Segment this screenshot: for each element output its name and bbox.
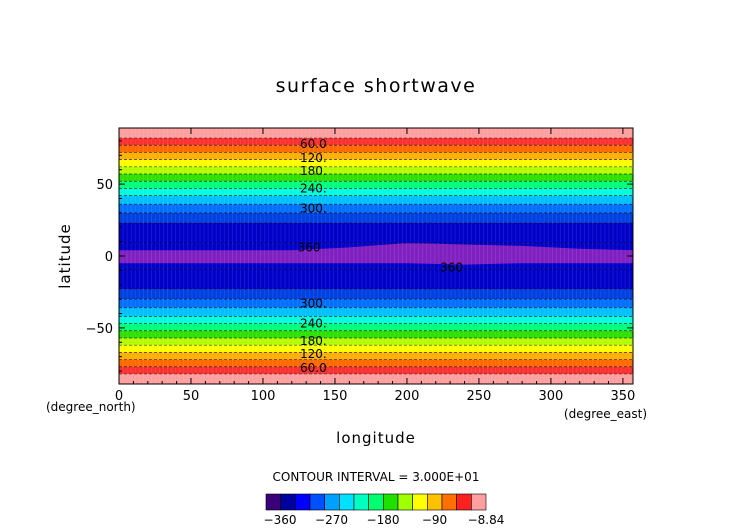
x-tick-label: 350 — [611, 389, 636, 404]
equatorial-maximum — [119, 243, 633, 265]
band-18 — [119, 316, 633, 324]
band-5 — [119, 166, 633, 175]
y-axis-label: latitude — [56, 223, 74, 289]
y-tick-label: −50 — [86, 322, 113, 337]
band-10 — [119, 204, 633, 213]
y-units-label: (degree_north) — [46, 400, 136, 414]
colorbar-swatch-11 — [427, 493, 443, 511]
band-14 — [119, 268, 633, 290]
x-tick-label: 100 — [251, 389, 276, 404]
band-7 — [119, 181, 633, 189]
colorbar-tick-labels: −360 −270 −180 −90 −8.84 — [264, 513, 505, 527]
band-21 — [119, 337, 633, 346]
colorbar-swatch-2 — [295, 493, 311, 511]
band-25 — [119, 366, 633, 374]
plot-area — [119, 128, 633, 384]
colorbar-swatch-12 — [441, 493, 457, 511]
x-tick-label: 150 — [323, 389, 348, 404]
colorbar-swatch-6 — [353, 493, 369, 511]
contour-label-7: 300. — [300, 296, 327, 310]
band-3 — [119, 152, 633, 160]
colorbar-swatch-14 — [471, 493, 487, 511]
x-tick-label: 50 — [183, 389, 200, 404]
contour-label-1: 120. — [300, 151, 327, 165]
contour-label-0: 60.0 — [300, 137, 327, 151]
x-tick-label: 200 — [395, 389, 420, 404]
x-tick-label: 300 — [539, 389, 564, 404]
chart-title: surface shortwave — [276, 75, 477, 97]
band-8 — [119, 188, 633, 196]
contour-label-5: 360 — [298, 240, 321, 254]
colorbar-swatch-3 — [309, 493, 325, 511]
x-units-label: (degree_east) — [564, 407, 647, 421]
colorbar-tick-label-0: −360 — [264, 513, 297, 527]
band-2 — [119, 145, 633, 153]
band-16 — [119, 299, 633, 308]
band-12 — [119, 222, 633, 244]
band-17 — [119, 307, 633, 317]
band-15 — [119, 289, 633, 300]
contour-label-3: 240. — [300, 181, 327, 195]
band-1 — [119, 138, 633, 146]
colorbar-swatch-5 — [339, 493, 355, 511]
colorbar-swatch-9 — [397, 493, 413, 511]
x-tick-label: 250 — [467, 389, 492, 404]
axis-ticks: 0 50 100 150 200 250 300 350 −50 0 50 — [86, 128, 636, 404]
y-tick-label: 0 — [105, 250, 113, 265]
contour-label-8: 240. — [300, 317, 327, 331]
band-20 — [119, 330, 633, 338]
colorbar-swatch-7 — [368, 493, 384, 511]
band-6 — [119, 174, 633, 182]
band-23 — [119, 352, 633, 360]
colorbar-tick-label-1: −270 — [315, 513, 348, 527]
band-11 — [119, 212, 633, 223]
colorbar-swatch-10 — [412, 493, 428, 511]
band-0 — [119, 128, 633, 139]
y-tick-label: 50 — [96, 178, 113, 193]
band-24 — [119, 359, 633, 367]
band-22 — [119, 345, 633, 353]
colorbar-tick-label-2: −180 — [367, 513, 400, 527]
colorbar-swatch-1 — [280, 493, 296, 511]
contour-label-6: 360 — [440, 261, 463, 275]
contour-label-10: 120. — [300, 347, 327, 361]
band-9 — [119, 195, 633, 205]
x-tick-label: 0 — [115, 389, 123, 404]
x-axis-label: longitude — [336, 429, 416, 447]
colorbar-tick-label-4: −8.84 — [468, 513, 505, 527]
colorbar-swatch-13 — [456, 493, 472, 511]
band-26 — [119, 373, 633, 384]
contour-label-11: 60.0 — [300, 361, 327, 375]
contour-label-2: 180. — [300, 164, 327, 178]
contour-interval-label: CONTOUR INTERVAL = 3.000E+01 — [273, 470, 480, 484]
colorbar-swatch-4 — [324, 493, 340, 511]
colorbar — [265, 493, 487, 511]
colorbar-swatch-0 — [265, 493, 281, 511]
contour-lines — [118, 128, 633, 384]
contour-label-4: 300. — [300, 202, 327, 216]
band-4 — [119, 159, 633, 167]
band-19 — [119, 323, 633, 331]
colorbar-tick-label-3: −90 — [422, 513, 447, 527]
colorbar-swatch-8 — [383, 493, 399, 511]
contour-labels: 60.0120.180.240.300.360360300.240.180.12… — [298, 137, 463, 375]
contour-label-9: 180. — [300, 334, 327, 348]
